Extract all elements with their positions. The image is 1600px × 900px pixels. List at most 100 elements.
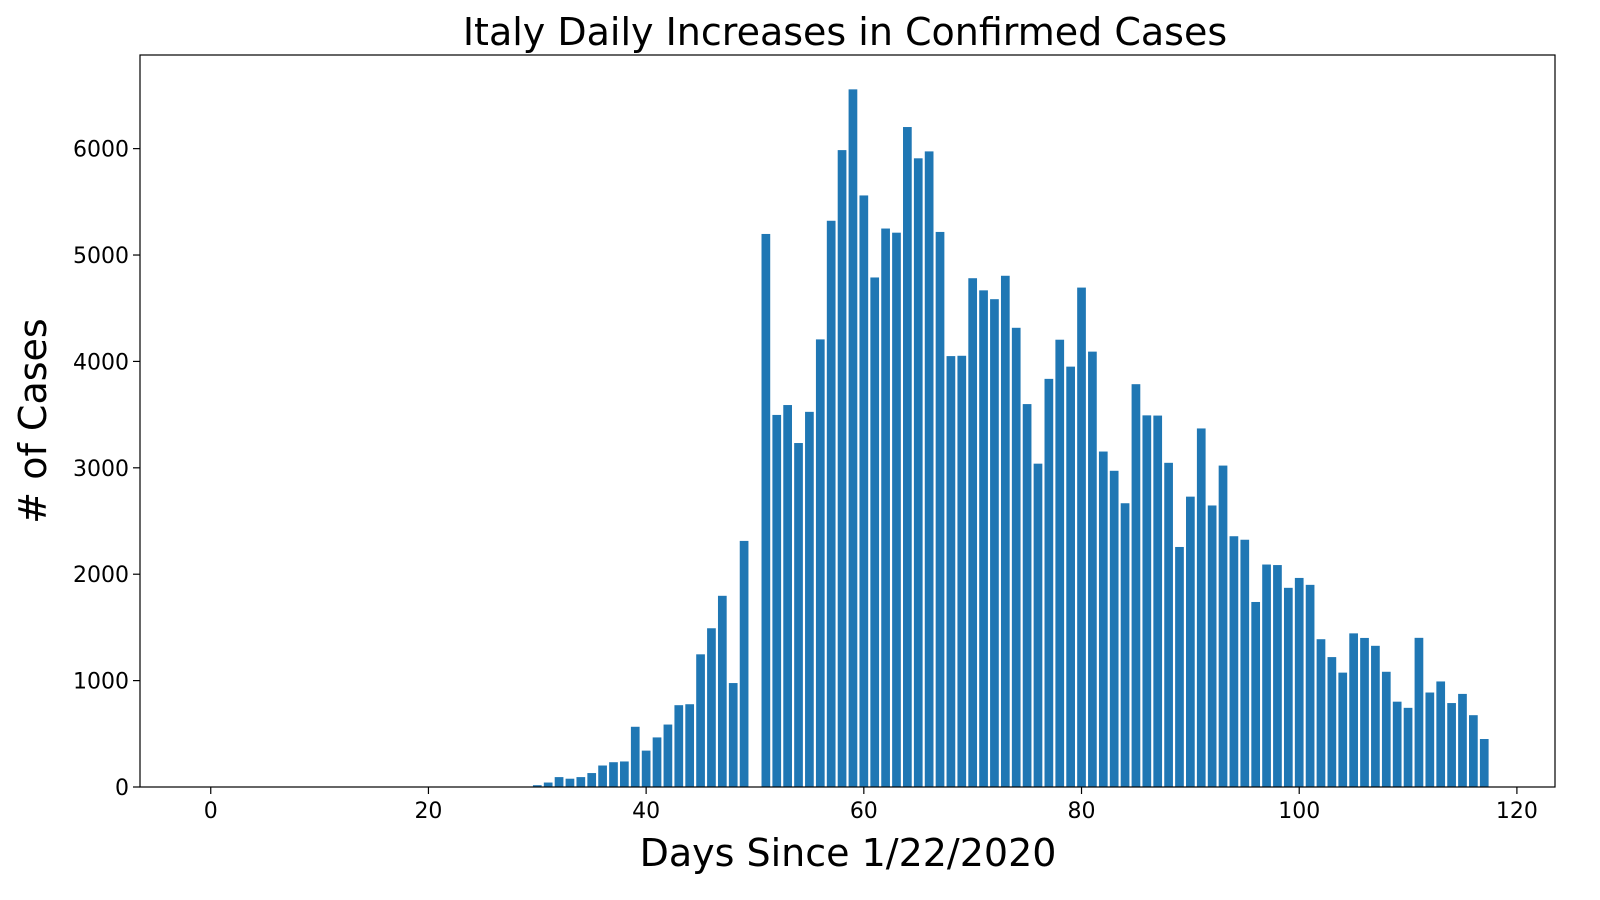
bar-day-70 xyxy=(968,278,978,787)
bar-day-102 xyxy=(1316,639,1326,787)
bar-day-95 xyxy=(1240,539,1250,787)
bar-day-86 xyxy=(1142,415,1152,787)
bar-day-60 xyxy=(859,195,869,787)
y-tick-label: 6000 xyxy=(73,138,129,163)
bar-day-51 xyxy=(761,233,771,787)
x-tick-label: 20 xyxy=(414,799,442,824)
bar-day-37 xyxy=(609,762,618,787)
x-axis-label: Days Since 1/22/2020 xyxy=(640,831,1057,875)
bar-day-111 xyxy=(1414,637,1424,787)
bar-day-106 xyxy=(1360,637,1369,787)
bar-day-116 xyxy=(1469,715,1478,787)
bar-day-114 xyxy=(1447,703,1456,787)
bar-day-83 xyxy=(1109,470,1119,787)
bar-day-80 xyxy=(1077,287,1086,787)
bar-day-101 xyxy=(1305,584,1315,787)
bars-group xyxy=(304,89,1489,788)
bar-day-100 xyxy=(1294,577,1304,787)
x-tick-label: 40 xyxy=(632,799,660,824)
bar-day-81 xyxy=(1088,351,1097,787)
bar-day-82 xyxy=(1098,451,1108,787)
bar-day-74 xyxy=(1011,327,1021,787)
bar-day-92 xyxy=(1207,505,1217,787)
bar-day-46 xyxy=(707,628,716,787)
bar-day-77 xyxy=(1044,378,1054,787)
bar-day-91 xyxy=(1196,428,1206,787)
bar-day-61 xyxy=(870,277,880,787)
y-tick-label: 4000 xyxy=(73,350,129,375)
bar-day-32 xyxy=(554,777,564,787)
y-tick-label: 3000 xyxy=(73,457,129,482)
bar-day-93 xyxy=(1218,465,1228,787)
bar-day-63 xyxy=(892,232,901,787)
y-tick-label: 5000 xyxy=(73,244,129,269)
bar-day-55 xyxy=(805,411,814,787)
bar-day-49 xyxy=(739,540,749,787)
bar-day-56 xyxy=(815,339,825,787)
y-tick-label: 2000 xyxy=(73,563,129,588)
bar-day-113 xyxy=(1436,681,1446,787)
bar-day-67 xyxy=(935,231,945,787)
bar-day-66 xyxy=(924,151,934,788)
bar-day-30 xyxy=(532,785,542,787)
bar-day-72 xyxy=(990,299,999,787)
bar-day-105 xyxy=(1349,633,1358,787)
bar-day-112 xyxy=(1425,692,1435,787)
bar-day-48 xyxy=(728,683,738,787)
bar-day-52 xyxy=(772,414,782,787)
y-tick-label: 1000 xyxy=(73,670,129,695)
bar-day-62 xyxy=(881,228,890,787)
bar-day-57 xyxy=(826,220,836,788)
bar-day-76 xyxy=(1033,463,1043,787)
x-tick-label: 120 xyxy=(1496,799,1538,824)
bar-day-94 xyxy=(1229,536,1239,787)
bar-day-39 xyxy=(630,726,640,787)
bar-day-40 xyxy=(641,750,651,787)
bar-day-38 xyxy=(620,761,629,787)
bar-day-87 xyxy=(1153,415,1163,787)
bar-day-108 xyxy=(1381,671,1391,787)
bar-day-71 xyxy=(979,290,988,787)
bar-day-47 xyxy=(717,595,727,787)
bar-day-41 xyxy=(652,737,662,787)
bar-day-34 xyxy=(576,777,586,787)
bar-day-59 xyxy=(848,89,858,787)
bar-day-109 xyxy=(1392,701,1402,787)
x-tick-label: 80 xyxy=(1068,799,1096,824)
bar-day-42 xyxy=(663,724,673,787)
bar-day-54 xyxy=(794,443,803,787)
bar-day-31 xyxy=(543,782,553,787)
x-tick-label: 60 xyxy=(850,799,878,824)
bar-day-36 xyxy=(598,765,607,787)
x-axis-ticks: 0 20 40 60 80 100 120 xyxy=(204,787,1538,824)
bar-day-43 xyxy=(674,705,684,787)
bar-day-96 xyxy=(1251,601,1261,787)
chart-title: Italy Daily Increases in Confirmed Cases xyxy=(463,10,1227,54)
y-tick-label: 0 xyxy=(115,776,129,801)
bar-day-99 xyxy=(1283,587,1293,787)
plot-frame xyxy=(139,54,1556,788)
bar-day-89 xyxy=(1175,546,1184,787)
bar-day-88 xyxy=(1164,462,1173,787)
bar-day-78 xyxy=(1055,339,1065,787)
bar-day-98 xyxy=(1273,565,1282,787)
bar-day-68 xyxy=(946,356,956,787)
bar-day-90 xyxy=(1186,496,1195,787)
bar-day-103 xyxy=(1327,657,1337,787)
bar-day-115 xyxy=(1458,693,1467,787)
x-tick-label: 100 xyxy=(1278,799,1320,824)
y-axis-ticks: 0 1000 2000 3000 4000 5000 6000 xyxy=(73,138,140,801)
bar-day-110 xyxy=(1403,707,1413,787)
bar-day-44 xyxy=(685,704,695,787)
bar-day-104 xyxy=(1338,672,1348,787)
bar-day-35 xyxy=(587,773,597,787)
bar-day-97 xyxy=(1262,564,1271,787)
bar-day-65 xyxy=(913,158,923,788)
bar-day-58 xyxy=(837,150,847,788)
x-tick-label: 0 xyxy=(204,799,218,824)
bar-day-117 xyxy=(1479,739,1489,787)
bar-day-69 xyxy=(957,355,967,787)
y-axis-label: # of Cases xyxy=(11,318,55,523)
bar-day-107 xyxy=(1371,645,1380,787)
